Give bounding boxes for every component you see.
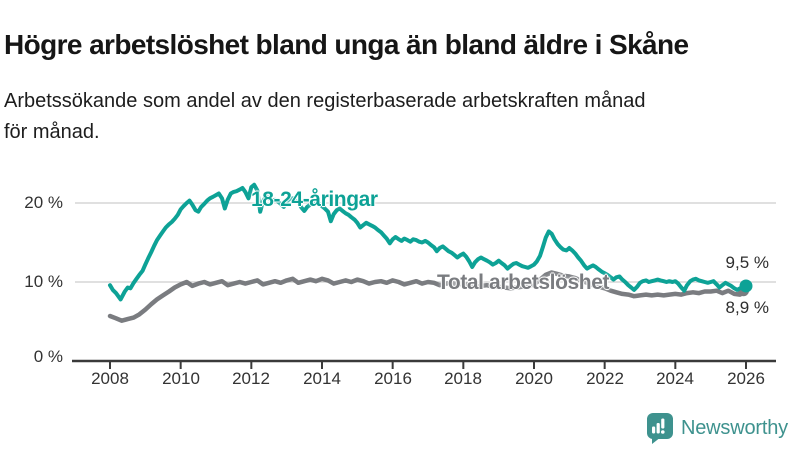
x-axis-tick-label: 2020 [515, 369, 553, 388]
x-axis-tick-label: 2016 [374, 369, 412, 388]
y-axis-tick-label-20: 20 % [24, 193, 63, 212]
subtitle-line-1: Arbetssökande som andel av den registerb… [4, 90, 646, 112]
y-axis-tick-label-10: 10 % [24, 272, 63, 291]
x-axis-tick-label: 2024 [656, 369, 694, 388]
series-label-18-24: 18-24-åringar [251, 188, 378, 211]
y-axis-tick-label-0: 0 % [33, 347, 63, 366]
x-axis-tick-label: 2014 [303, 369, 341, 388]
brand-name: Newsworthy [681, 417, 788, 439]
x-axis-tick-label: 2022 [586, 369, 624, 388]
series-label-total: Total arbetslöshet [437, 271, 610, 294]
series-line-total [107, 270, 749, 323]
x-axis-tick-label: 2010 [162, 369, 200, 388]
page-title: Högre arbetslöshet bland unga än bland ä… [4, 28, 689, 60]
x-axis-tick-label: 2012 [232, 369, 270, 388]
series-end-dot-18-24 [739, 279, 753, 293]
x-axis-tick-label: 2018 [444, 369, 482, 388]
newsworthy-logo-icon [647, 413, 673, 444]
subtitle-line-2: för månad. [4, 121, 100, 143]
series-line-18-24 [108, 182, 748, 302]
end-value-label-18-24: 9,5 % [725, 253, 769, 272]
newsworthy-brand-link[interactable]: Newsworthy [646, 412, 788, 445]
x-axis-tick-label: 2026 [727, 369, 765, 388]
x-axis-tick-label: 2008 [91, 369, 129, 388]
chart-subtitle: Arbetssökande som andel av den registerb… [4, 86, 780, 148]
end-value-label-total: 8,9 % [725, 298, 769, 317]
